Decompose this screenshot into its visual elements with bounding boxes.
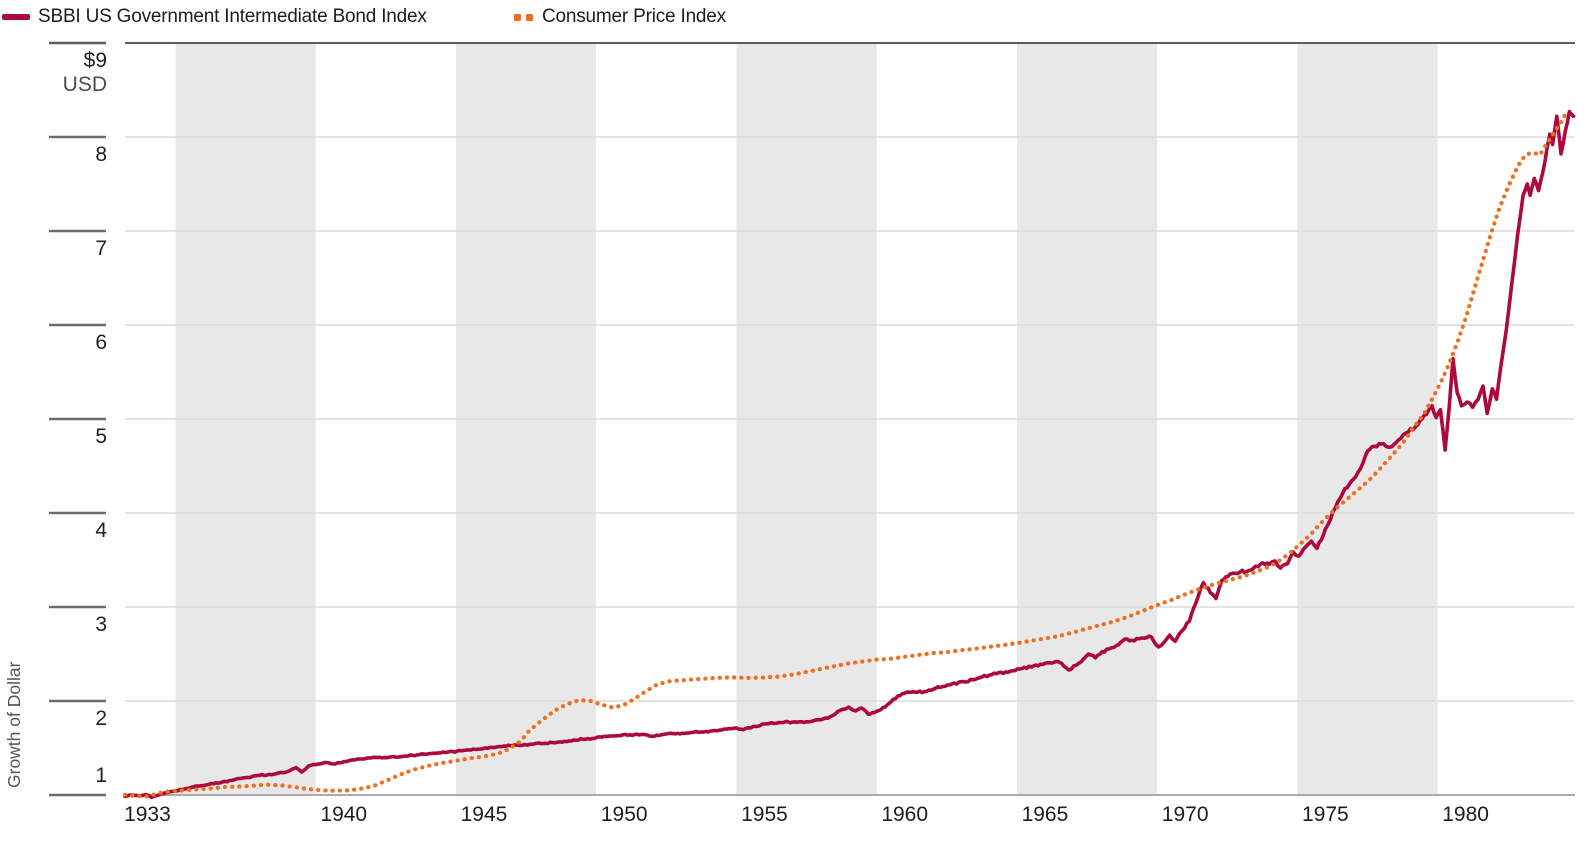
- y-axis-title: Growth of Dollar: [4, 661, 24, 788]
- x-tick-label: 1970: [1162, 803, 1209, 826]
- bond-line-swatch-icon: [2, 14, 30, 20]
- x-tick-label: 1955: [741, 803, 788, 826]
- legend-label-cpi: Consumer Price Index: [542, 6, 726, 27]
- legend-item-cpi[interactable]: Consumer Price Index: [514, 6, 726, 28]
- x-tick-label: 1980: [1442, 803, 1489, 826]
- y-tick-label: 5: [95, 425, 107, 448]
- cpi-dotted-swatch-icon: [514, 13, 533, 21]
- y-tick-label: 4: [95, 519, 107, 542]
- y-axis-currency-unit: USD: [63, 73, 107, 96]
- y-tick-label: 6: [95, 331, 107, 354]
- legend: SBBI US Government Intermediate Bond Ind…: [0, 0, 1592, 34]
- legend-label-bond-index: SBBI US Government Intermediate Bond Ind…: [38, 6, 427, 27]
- y-tick-label: 8: [95, 143, 107, 166]
- x-tick-label: 1975: [1302, 803, 1349, 826]
- y-tick-label: 1: [95, 764, 107, 787]
- cpi-line: [122, 109, 1569, 799]
- y-tick-label: 7: [95, 237, 107, 260]
- y-tick-label: 3: [95, 613, 107, 636]
- x-tick-label: 1940: [320, 803, 367, 826]
- y-tick-label: 2: [95, 707, 107, 730]
- x-tick-label: 1950: [601, 803, 648, 826]
- x-tick-label: 1965: [1022, 803, 1069, 826]
- x-tick-label: 1960: [881, 803, 928, 826]
- legend-item-bond-index[interactable]: SBBI US Government Intermediate Bond Ind…: [2, 6, 427, 28]
- y-axis-currency-label: $9: [84, 49, 107, 72]
- x-tick-label: 1945: [461, 803, 508, 826]
- x-tick-label: 1933: [124, 803, 171, 826]
